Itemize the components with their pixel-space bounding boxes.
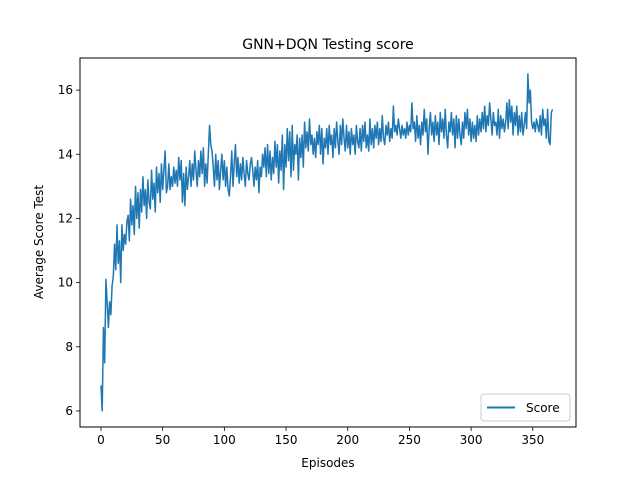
x-tick-label: 100 — [213, 433, 236, 447]
y-tick-label: 8 — [65, 340, 73, 354]
legend-box — [480, 393, 571, 422]
x-tick-label: 0 — [97, 433, 105, 447]
axis-ticks: 0 50 100 150 200 250 300 350 6 8 10 12 14 16 — [58, 83, 545, 447]
y-axis-label: Average Score Test — [32, 185, 46, 299]
x-axis-label: Episodes — [301, 456, 354, 470]
legend: Score — [480, 393, 571, 422]
x-tick-label: 300 — [460, 433, 483, 447]
x-tick-label: 200 — [336, 433, 359, 447]
plot-area — [100, 73, 554, 412]
y-tick-label: 12 — [58, 211, 73, 225]
legend-label-score: Score — [526, 401, 560, 415]
chart-title: GNN+DQN Testing score — [242, 37, 414, 53]
x-tick-label: 250 — [398, 433, 421, 447]
x-tick-label: 150 — [275, 433, 298, 447]
axes-frame — [79, 57, 577, 428]
y-tick-label: 10 — [58, 276, 73, 290]
y-tick-label: 6 — [65, 404, 73, 418]
x-tick-label: 350 — [521, 433, 544, 447]
series-line-score — [100, 73, 554, 412]
y-tick-label: 16 — [58, 83, 73, 97]
x-tick-label: 50 — [155, 433, 170, 447]
y-tick-label: 14 — [58, 147, 73, 161]
